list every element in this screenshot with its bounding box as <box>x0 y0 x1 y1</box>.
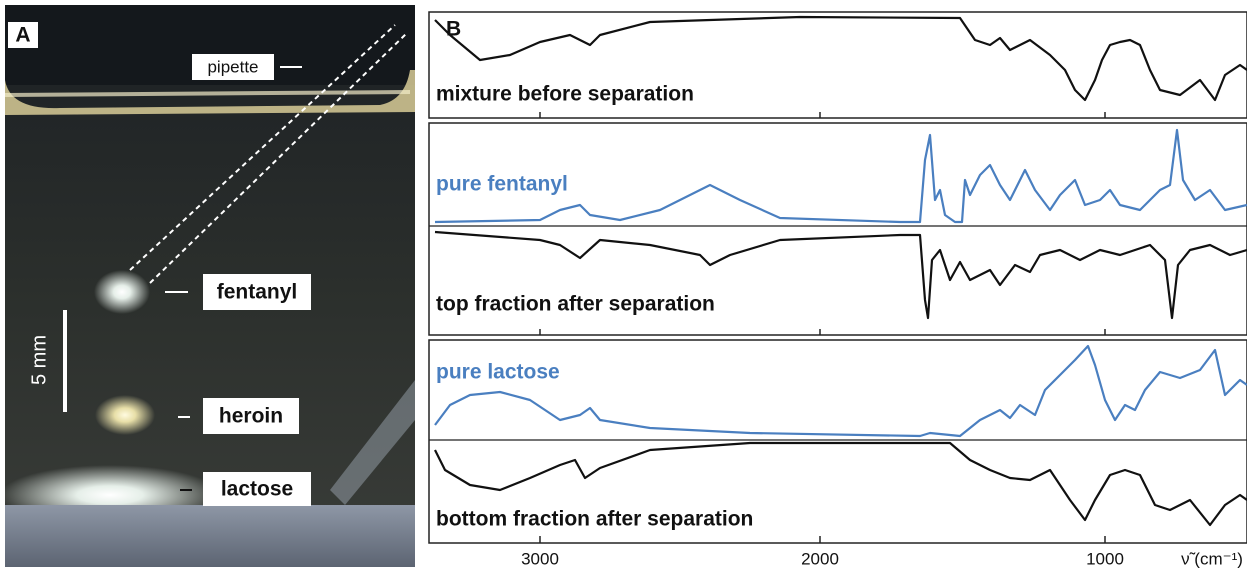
spectra-panel: B mixture before separation pure fentany… <box>429 12 1247 568</box>
x-tick-label: 3000 <box>521 549 559 568</box>
page: A pipette fentanyl heroin lactose 5 mm B… <box>0 0 1247 576</box>
x-axis-label: ν̃ (cm⁻¹) <box>1181 549 1243 568</box>
photo-label: pipette <box>207 57 258 76</box>
photo-label: heroin <box>219 405 283 428</box>
photo-panel: A pipette fentanyl heroin lactose 5 mm <box>0 5 415 567</box>
trace-label: top fraction after separation <box>436 293 715 316</box>
figure: A pipette fentanyl heroin lactose 5 mm B… <box>0 0 1247 571</box>
trace-label: pure fentanyl <box>436 173 568 196</box>
panel-letter: B <box>446 18 461 41</box>
photo-label: lactose <box>221 478 293 501</box>
spectrum-line <box>435 346 1247 436</box>
scale-bar-label: 5 mm <box>28 335 50 385</box>
trace-label: bottom fraction after separation <box>436 508 753 531</box>
x-tick-label: 1000 <box>1086 549 1124 568</box>
trace-label: mixture before separation <box>436 83 694 106</box>
trace-label: pure lactose <box>436 361 560 384</box>
photo-label: fentanyl <box>217 281 298 304</box>
panel-letter: A <box>15 24 30 47</box>
x-tick-label: 2000 <box>801 549 839 568</box>
